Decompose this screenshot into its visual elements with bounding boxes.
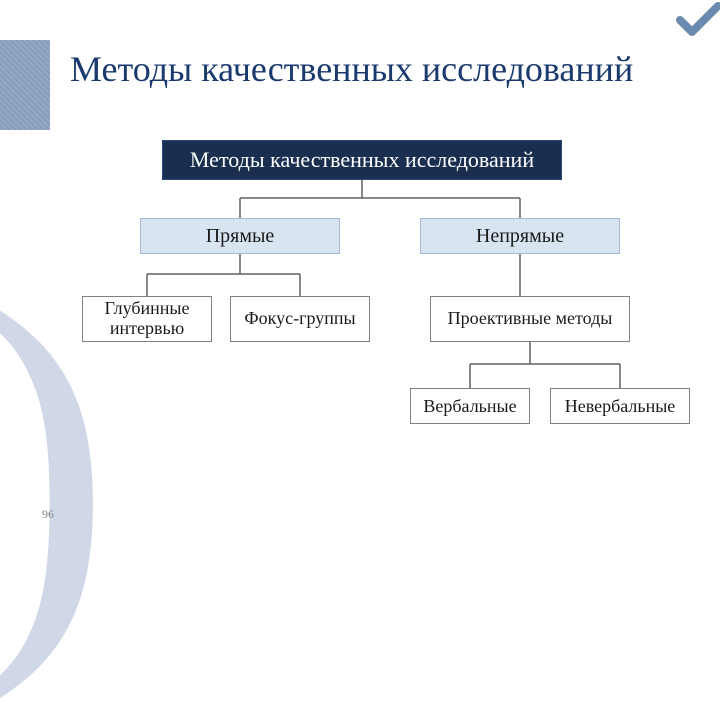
node-focus-groups: Фокус-группы bbox=[230, 296, 370, 342]
node-depth-label: Глубинные интервью bbox=[83, 299, 211, 339]
node-depth-interview: Глубинные интервью bbox=[82, 296, 212, 342]
node-indirect: Непрямые bbox=[420, 218, 620, 254]
node-projective-methods: Проективные методы bbox=[430, 296, 630, 342]
node-indirect-label: Непрямые bbox=[476, 225, 564, 248]
node-proj-label: Проективные методы bbox=[448, 309, 613, 329]
decor-checkmark-icon bbox=[670, 0, 720, 40]
page-title: Методы качественных исследований bbox=[70, 48, 700, 90]
decor-texture-left bbox=[0, 40, 50, 130]
node-verbal: Вербальные bbox=[410, 388, 530, 424]
node-verbal-label: Вербальные bbox=[423, 396, 516, 417]
node-direct-label: Прямые bbox=[206, 225, 275, 248]
node-focus-label: Фокус-группы bbox=[244, 309, 355, 329]
node-direct: Прямые bbox=[140, 218, 340, 254]
node-nonverbal-label: Невербальные bbox=[565, 396, 676, 417]
tree-root: Методы качественных исследований bbox=[162, 140, 562, 180]
node-nonverbal: Невербальные bbox=[550, 388, 690, 424]
page-number: 96 bbox=[42, 507, 54, 522]
